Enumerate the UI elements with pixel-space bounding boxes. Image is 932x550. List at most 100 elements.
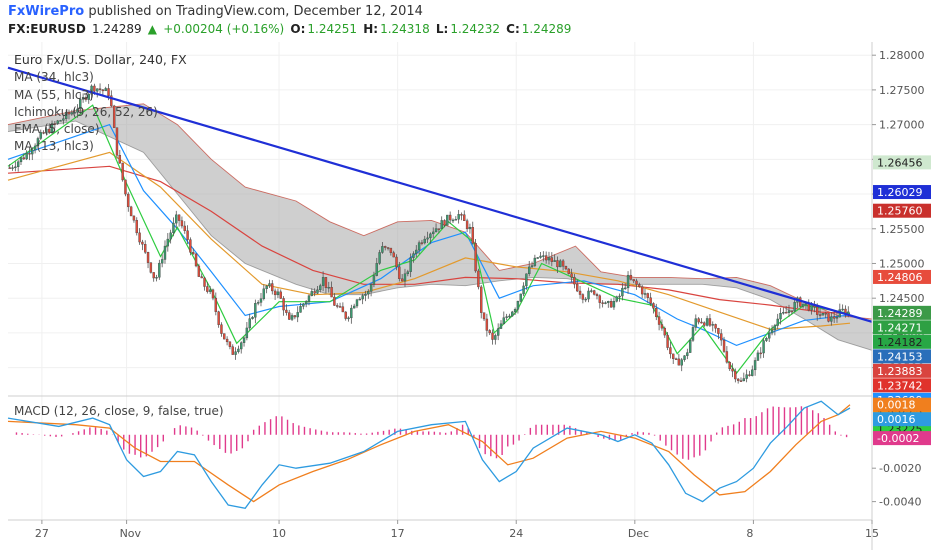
candle-body [564, 266, 568, 270]
candle-body [770, 329, 774, 334]
candle-body [45, 128, 48, 134]
candle-body [660, 324, 664, 329]
legend-item-ma34[interactable]: MA (34, hlc3) [14, 70, 94, 84]
candle-body [595, 294, 599, 296]
x-tick-label: 17 [391, 527, 405, 540]
candle-body [672, 353, 675, 359]
legend-item-ma13[interactable]: MA (13, hlc3) [14, 139, 94, 153]
legend-item-ichimoku[interactable]: Ichimoku (9, 26, 52, 26) [14, 105, 158, 119]
candle-body [273, 290, 277, 296]
candle-body [369, 284, 373, 292]
price-label-text: 1.24153 [877, 350, 923, 363]
candle-body [355, 299, 359, 307]
candle-body [694, 318, 698, 328]
candle-body [590, 290, 593, 292]
candle-body [282, 298, 285, 311]
candle-body [53, 123, 57, 125]
candle-body [440, 220, 443, 229]
candle-body [177, 214, 181, 221]
author-name[interactable]: FxWirePro [8, 4, 85, 19]
price-label-text: 1.26029 [877, 186, 923, 199]
candle-body [818, 314, 822, 316]
candle-body [129, 206, 133, 217]
candle-body [734, 370, 737, 380]
candle-body [655, 308, 658, 317]
candle-body [389, 247, 393, 253]
legend-item-ema5[interactable]: EMA (5, close) [14, 122, 100, 136]
candle-body [480, 286, 483, 313]
candle-body [166, 238, 170, 247]
legend-item-ma55[interactable]: MA (55, hlc3) [14, 88, 94, 102]
candle-body [731, 368, 734, 372]
candle-body [11, 167, 14, 169]
candle-body [141, 241, 144, 245]
candle-body [556, 260, 559, 268]
candle-body [361, 295, 364, 300]
candle-body [782, 312, 785, 314]
macd-line [7, 400, 851, 510]
x-tick-label: 24 [509, 527, 523, 540]
symbol[interactable]: FX:EURUSD [8, 22, 86, 36]
candle-body [513, 309, 517, 313]
candle-body [485, 318, 489, 331]
price-label-box [873, 155, 931, 170]
legend-macd[interactable]: MACD (12, 26, close, 9, false, true) [14, 404, 224, 418]
candle-body [152, 272, 155, 279]
candle-body [121, 162, 124, 181]
candle-body [762, 340, 765, 354]
candle-body [158, 262, 161, 278]
candle-body [347, 317, 350, 320]
candle-body [511, 311, 514, 317]
candle-body [290, 315, 294, 320]
price-label-text: 1.26456 [877, 156, 923, 169]
candle-body [400, 278, 404, 282]
candle-body [228, 341, 232, 347]
candle-body [559, 260, 562, 268]
candle-body [412, 253, 415, 258]
candle-body [79, 99, 82, 110]
candle-body [364, 293, 367, 296]
candle-body [784, 312, 788, 314]
candle-body [573, 276, 576, 285]
candle-body [765, 338, 768, 341]
candle-body [768, 332, 771, 339]
candle-body [350, 307, 353, 319]
candle-body [271, 283, 274, 292]
last-price: 1.24289 [91, 22, 142, 36]
candle-body [344, 311, 347, 319]
candle-body [607, 301, 610, 303]
candle-body [680, 359, 683, 366]
candle-body [759, 352, 762, 355]
candle-body [643, 293, 647, 295]
candle-body [19, 157, 23, 163]
x-tick-label: 27 [35, 527, 49, 540]
price-label-box [873, 349, 931, 364]
candle-body [25, 153, 28, 160]
candle-body [547, 257, 551, 261]
open-label: O: [290, 22, 306, 36]
candle-body [632, 279, 635, 282]
low-label: L: [435, 22, 449, 36]
candle-body [779, 313, 782, 320]
low-value: 1.24232 [450, 22, 500, 36]
high-label: H: [363, 22, 379, 36]
candle-body [144, 244, 147, 253]
price-label-box [873, 320, 931, 335]
candle-body [338, 306, 342, 308]
candle-body [302, 303, 305, 307]
candle-body [465, 220, 469, 230]
main-pane [8, 42, 872, 394]
x-tick-label: 10 [272, 527, 286, 540]
candle-body [214, 297, 218, 312]
candle-body [703, 322, 706, 326]
price-label-box [873, 378, 931, 393]
candle-body [28, 153, 31, 155]
candle-body [446, 214, 449, 226]
candle-body [776, 318, 779, 326]
candle-body [293, 315, 297, 318]
candle-body [242, 337, 246, 343]
price-chart[interactable]: 1.280001.275001.270001.265001.260001.255… [0, 42, 932, 550]
candle-body [787, 310, 791, 313]
price-label-box [873, 305, 931, 320]
candle-body [609, 301, 613, 308]
